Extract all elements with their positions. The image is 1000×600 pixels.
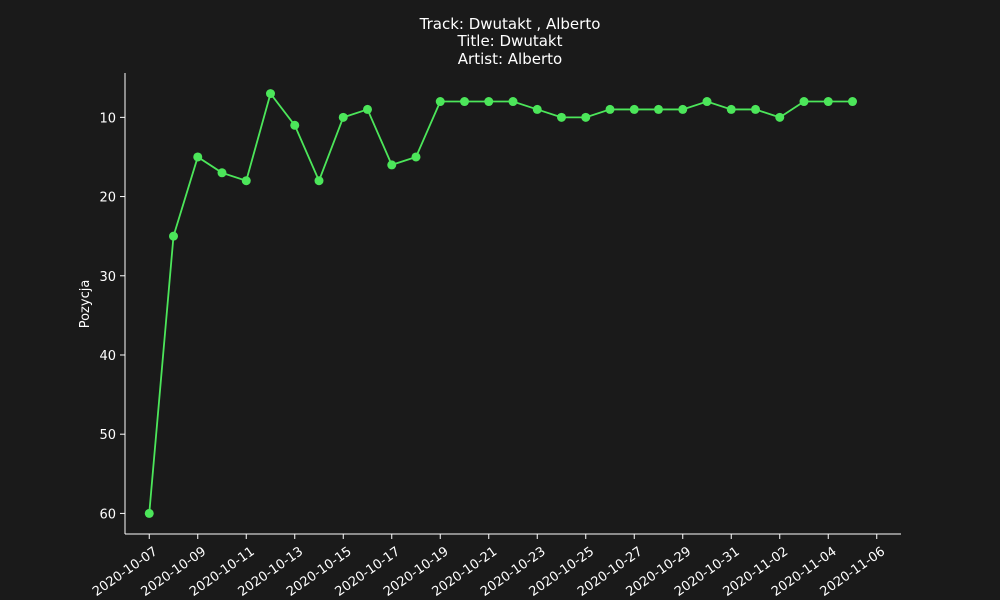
data-point [823,97,833,107]
chart-title-track: Track: Dwutakt , Alberto [419,15,601,33]
data-point [654,104,663,114]
data-point [193,152,203,162]
y-tick-label: 10 [99,111,116,126]
data-point [775,112,785,122]
data-point [363,104,372,114]
data-point [144,508,154,518]
data-point [557,112,566,122]
chart-title: Track: Dwutakt , Alberto Title: Dwutakt … [419,15,601,68]
series-group [144,89,857,518]
y-tick-label: 50 [99,428,116,443]
data-point [581,112,591,122]
data-point [387,160,397,170]
data-point [411,152,421,162]
data-point [678,104,688,114]
data-point [629,104,639,114]
data-point [848,97,857,107]
data-point [338,112,348,122]
series-line [148,91,853,514]
y-tick-label: 40 [99,349,116,364]
data-point [484,97,494,107]
data-point [460,97,469,107]
data-point [532,104,542,114]
data-point [726,104,736,114]
data-point [508,97,518,107]
data-point [605,104,615,114]
data-point [751,104,760,114]
data-point [799,97,809,107]
y-axis-label: Pozycja [78,280,93,329]
data-point [266,89,275,99]
data-point [169,231,178,241]
chart-title-name: Title: Dwutakt [457,32,563,50]
data-point [702,97,712,107]
chart-title-artist: Artist: Alberto [458,50,562,68]
y-tick-label: 30 [99,270,116,285]
data-point [290,120,300,130]
y-ticks: 10 20 30 40 50 60 [99,111,125,522]
data-point [217,168,227,178]
y-tick-label: 20 [99,191,116,206]
data-point [435,97,445,107]
x-ticks: 2020-10-072020-10-092020-10-112020-10-13… [90,534,888,600]
data-point [241,176,251,186]
y-tick-label: 60 [99,507,116,522]
data-point [314,176,324,186]
